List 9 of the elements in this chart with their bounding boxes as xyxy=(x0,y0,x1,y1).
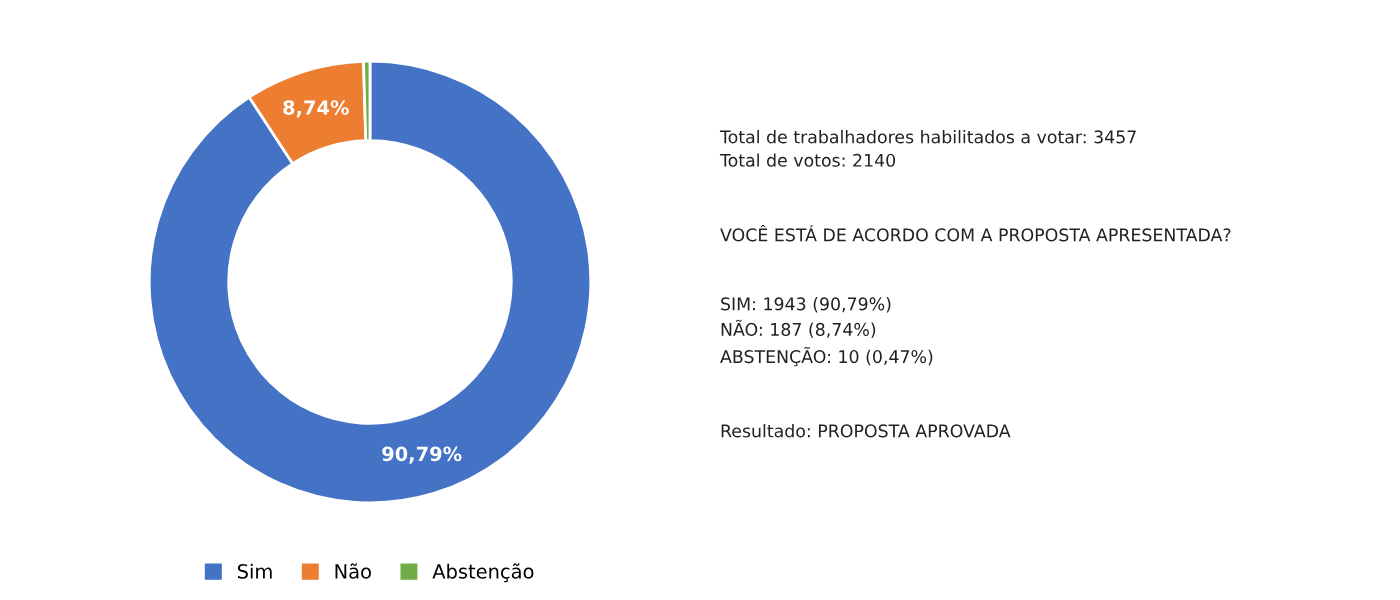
data-label: 8,74% xyxy=(283,100,349,118)
text: Resultado: PROPOSTA APROVADA xyxy=(721,424,1011,438)
text: Total de trabalhadores habilitados a votar: 3457 Total de votos: 2140 xyxy=(719,130,1136,167)
text: SIM: 1943 (90,79%) NÃO: 187 (8,74%) ABSTENÇÃO: 10 (0,47%) xyxy=(720,297,933,367)
legend-label: Sim xyxy=(237,563,272,579)
text: VOCÊ ESTÁ DE ACORDO COM A PROPOSTA APRESENTADA? xyxy=(720,225,1231,242)
legend-label: Não xyxy=(335,563,371,579)
legend-label: Abstenção xyxy=(432,563,534,583)
data-label: 90,79% xyxy=(382,446,462,464)
